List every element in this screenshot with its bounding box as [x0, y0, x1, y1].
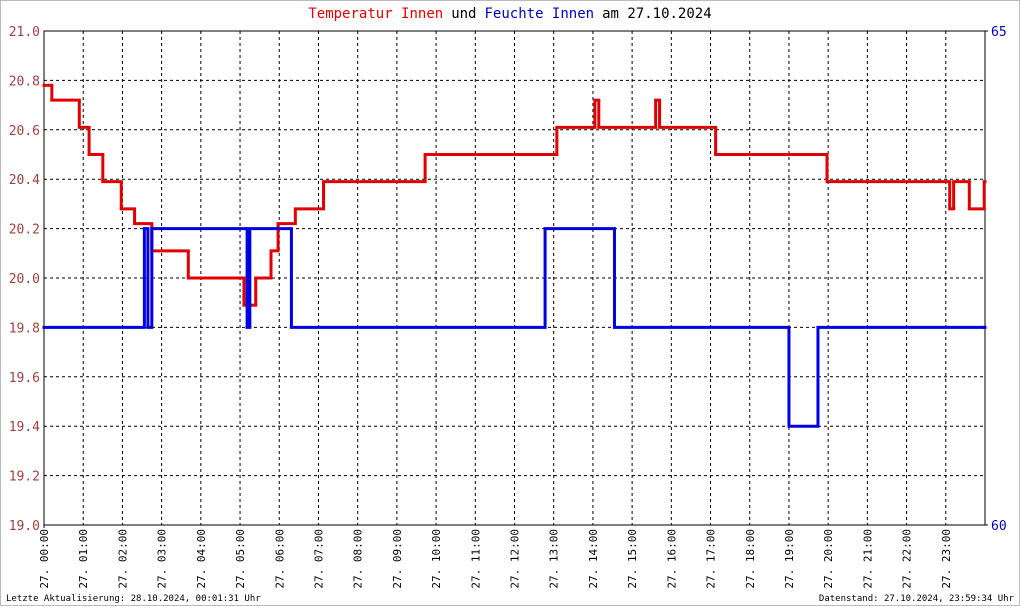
- x-tick-label: 27. 12:00: [509, 529, 522, 589]
- x-tick-label: 27. 04:00: [195, 529, 208, 589]
- title-part: Feuchte Innen: [485, 6, 595, 22]
- chart-title: Temperatur Innen und Feuchte Innen am 27.10…: [308, 6, 711, 22]
- y2-tick-label: 65: [991, 25, 1007, 40]
- y-tick-label: 20.8: [9, 74, 40, 89]
- x-tick-label: 27. 20:00: [822, 529, 835, 589]
- title-part: Temperatur Innen: [308, 6, 443, 22]
- title-part: am 27.10.2024: [602, 6, 712, 22]
- y-tick-label: 20.4: [9, 173, 40, 188]
- x-tick-label: 27. 02:00: [116, 529, 129, 589]
- y-tick-label: 19.2: [9, 470, 40, 485]
- x-tick-label: 27. 01:00: [77, 529, 90, 589]
- x-tick-label: 27. 22:00: [901, 529, 914, 589]
- x-tick-label: 27. 06:00: [273, 529, 286, 589]
- x-tick-label: 27. 09:00: [391, 529, 404, 589]
- x-tick-label: 27. 03:00: [156, 529, 169, 589]
- x-tick-label: 27. 19:00: [783, 529, 796, 589]
- series-1: [42, 227, 987, 428]
- y-tick-label: 19.8: [9, 321, 40, 336]
- y-tick-label: 19.6: [9, 371, 40, 386]
- x-tick-label: 27. 15:00: [626, 529, 639, 589]
- title-part: und: [451, 6, 476, 22]
- x-tick-label: 27. 00:00: [38, 529, 51, 589]
- x-tick-label: 27. 23:00: [940, 529, 953, 589]
- x-tick-label: 27. 11:00: [469, 529, 482, 589]
- y-tick-label: 20.6: [9, 124, 40, 139]
- x-tick-label: 27. 14:00: [587, 529, 600, 589]
- x-tick-label: 27. 10:00: [430, 529, 443, 589]
- x-tick-label: 27. 18:00: [744, 529, 757, 589]
- x-tick-label: 27. 21:00: [861, 529, 874, 589]
- y2-tick-label: 60: [991, 519, 1007, 534]
- y-tick-label: 19.0: [9, 519, 40, 534]
- x-tick-label: 27. 17:00: [705, 529, 718, 589]
- y-tick-label: 20.0: [9, 272, 40, 287]
- footer-right: Datenstand: 27.10.2024, 23:59:34 Uhr: [819, 594, 1015, 604]
- footer-left: Letzte Aktualisierung: 28.10.2024, 00:01…: [6, 594, 261, 604]
- x-tick-label: 27. 08:00: [352, 529, 365, 589]
- x-tick-label: 27. 16:00: [665, 529, 678, 589]
- y-tick-label: 21.0: [9, 25, 40, 40]
- y-tick-label: 20.2: [9, 223, 40, 238]
- y-tick-label: 19.4: [9, 420, 40, 435]
- x-tick-label: 27. 07:00: [312, 529, 325, 589]
- x-tick-label: 27. 05:00: [234, 529, 247, 589]
- x-tick-label: 27. 13:00: [548, 529, 561, 589]
